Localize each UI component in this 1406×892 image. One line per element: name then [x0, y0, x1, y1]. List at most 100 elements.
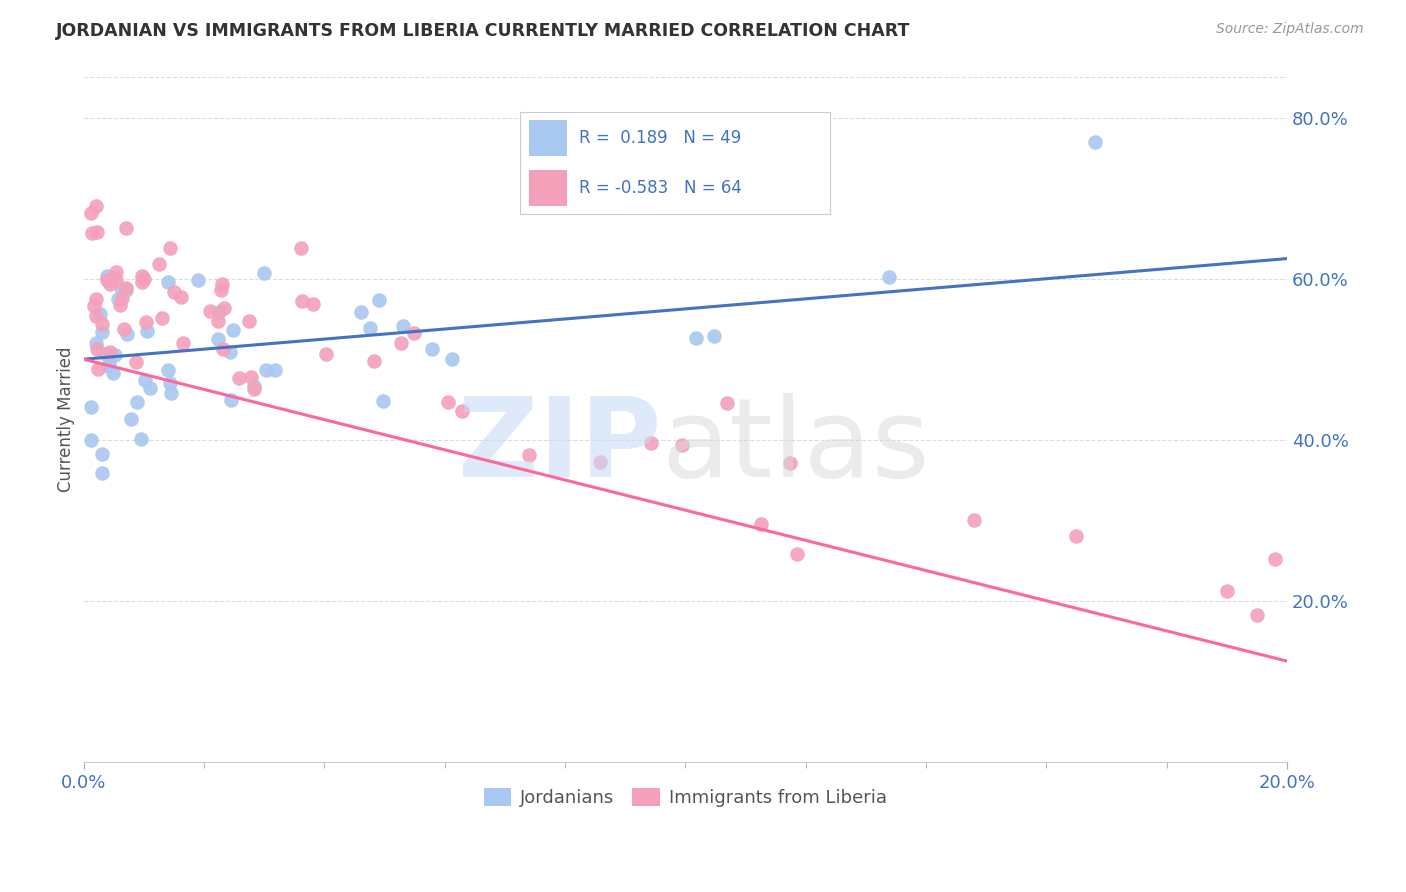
Point — [120, 412, 142, 426]
Point — [786, 547, 808, 561]
Point — [588, 455, 610, 469]
Point — [114, 221, 136, 235]
Point — [159, 241, 181, 255]
Point — [243, 379, 266, 393]
Point — [211, 342, 233, 356]
Point — [159, 376, 181, 391]
Point — [243, 382, 266, 396]
Point — [108, 298, 131, 312]
Point — [83, 299, 105, 313]
Point — [104, 348, 127, 362]
Point — [240, 369, 263, 384]
Point — [86, 226, 108, 240]
Legend: Jordanians, Immigrants from Liberia: Jordanians, Immigrants from Liberia — [477, 780, 894, 814]
Point — [214, 301, 236, 315]
Point — [96, 273, 118, 287]
Point — [315, 346, 337, 360]
Point — [392, 318, 415, 333]
Bar — [530, 170, 567, 206]
Point — [211, 277, 233, 291]
Point — [148, 257, 170, 271]
Point — [157, 276, 180, 290]
Point — [96, 268, 118, 283]
Point — [349, 305, 371, 319]
Point — [91, 325, 114, 339]
Point — [1264, 552, 1286, 566]
Point — [80, 434, 103, 448]
Point — [84, 199, 107, 213]
Point — [131, 275, 153, 289]
Point — [238, 314, 260, 328]
Point — [101, 366, 124, 380]
Point — [207, 305, 229, 319]
Point — [222, 323, 245, 337]
Point — [107, 292, 129, 306]
Point — [150, 311, 173, 326]
Point — [117, 326, 139, 341]
Point — [290, 242, 312, 256]
Text: R = -0.583   N = 64: R = -0.583 N = 64 — [579, 179, 742, 197]
Point — [207, 333, 229, 347]
Bar — [530, 120, 567, 155]
Point — [157, 363, 180, 377]
Point — [228, 371, 250, 385]
Point — [450, 404, 472, 418]
Point — [363, 353, 385, 368]
Point — [91, 317, 114, 331]
Point — [115, 284, 138, 298]
Point — [97, 357, 120, 371]
Point — [125, 395, 148, 409]
Point — [391, 335, 413, 350]
Point — [963, 513, 986, 527]
Point — [169, 290, 191, 304]
Point — [125, 355, 148, 369]
Point — [779, 456, 801, 470]
Point — [253, 266, 276, 280]
Point — [105, 265, 128, 279]
Point — [90, 447, 112, 461]
Point — [302, 296, 325, 310]
Point — [254, 362, 277, 376]
Point — [129, 432, 152, 446]
Point — [134, 272, 156, 286]
Point — [139, 381, 162, 395]
Point — [87, 361, 110, 376]
Point — [404, 326, 426, 340]
Point — [671, 438, 693, 452]
Point — [716, 395, 738, 409]
Point — [749, 517, 772, 532]
Point — [219, 392, 242, 407]
Point — [198, 303, 221, 318]
Point — [135, 324, 157, 338]
Point — [263, 363, 285, 377]
Point — [517, 448, 540, 462]
Point — [97, 359, 120, 374]
Point — [640, 435, 662, 450]
Point — [368, 293, 391, 307]
Point — [1066, 529, 1088, 543]
Text: ZIP: ZIP — [458, 393, 661, 500]
Point — [111, 291, 134, 305]
Point — [80, 206, 103, 220]
Point — [207, 314, 229, 328]
Point — [219, 344, 242, 359]
Point — [134, 373, 156, 387]
Point — [290, 293, 312, 308]
Point — [131, 269, 153, 284]
Point — [90, 466, 112, 480]
Point — [159, 385, 181, 400]
Point — [420, 342, 443, 356]
Point — [104, 273, 127, 287]
Point — [84, 292, 107, 306]
Point — [437, 395, 460, 409]
Point — [209, 283, 232, 297]
Point — [84, 310, 107, 324]
Point — [1083, 135, 1105, 149]
Point — [359, 320, 381, 334]
Point — [112, 322, 135, 336]
Point — [94, 347, 117, 361]
Point — [1246, 607, 1268, 622]
Point — [172, 336, 194, 351]
Point — [703, 328, 725, 343]
Point — [86, 342, 108, 356]
